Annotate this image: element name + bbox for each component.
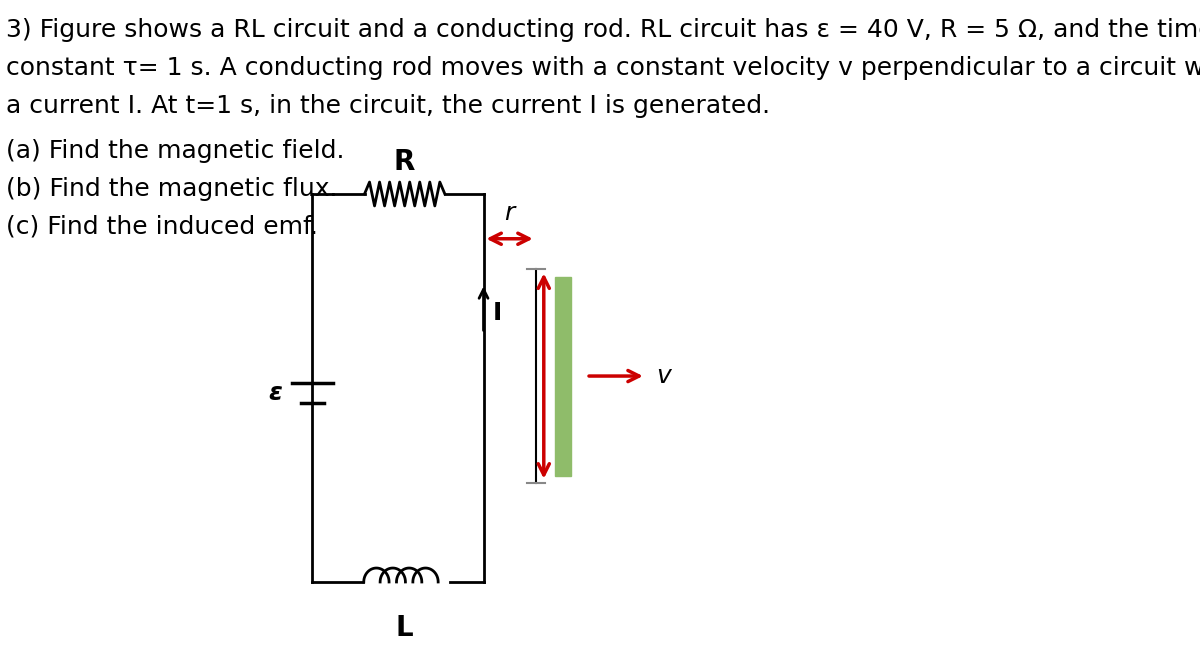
Text: I: I	[492, 301, 502, 325]
Text: v: v	[656, 364, 671, 388]
Text: R: R	[394, 148, 415, 176]
Text: (b) Find the magnetic flux.: (b) Find the magnetic flux.	[6, 177, 337, 201]
Text: 3) Figure shows a RL circuit and a conducting rod. RL circuit has ε = 40 V, R = : 3) Figure shows a RL circuit and a condu…	[6, 18, 1200, 42]
Text: L: L	[396, 614, 414, 642]
Bar	[554, 276, 571, 476]
Text: r: r	[504, 201, 515, 225]
Text: ε: ε	[269, 381, 283, 405]
Text: (c) Find the induced emf.: (c) Find the induced emf.	[6, 215, 318, 239]
Text: L: L	[556, 364, 571, 388]
Text: a current I. At t=1 s, in the circuit, the current I is generated.: a current I. At t=1 s, in the circuit, t…	[6, 93, 770, 117]
Text: constant τ= 1 s. A conducting rod moves with a constant velocity v perpendicular: constant τ= 1 s. A conducting rod moves …	[6, 56, 1200, 80]
Text: (a) Find the magnetic field.: (a) Find the magnetic field.	[6, 140, 344, 164]
